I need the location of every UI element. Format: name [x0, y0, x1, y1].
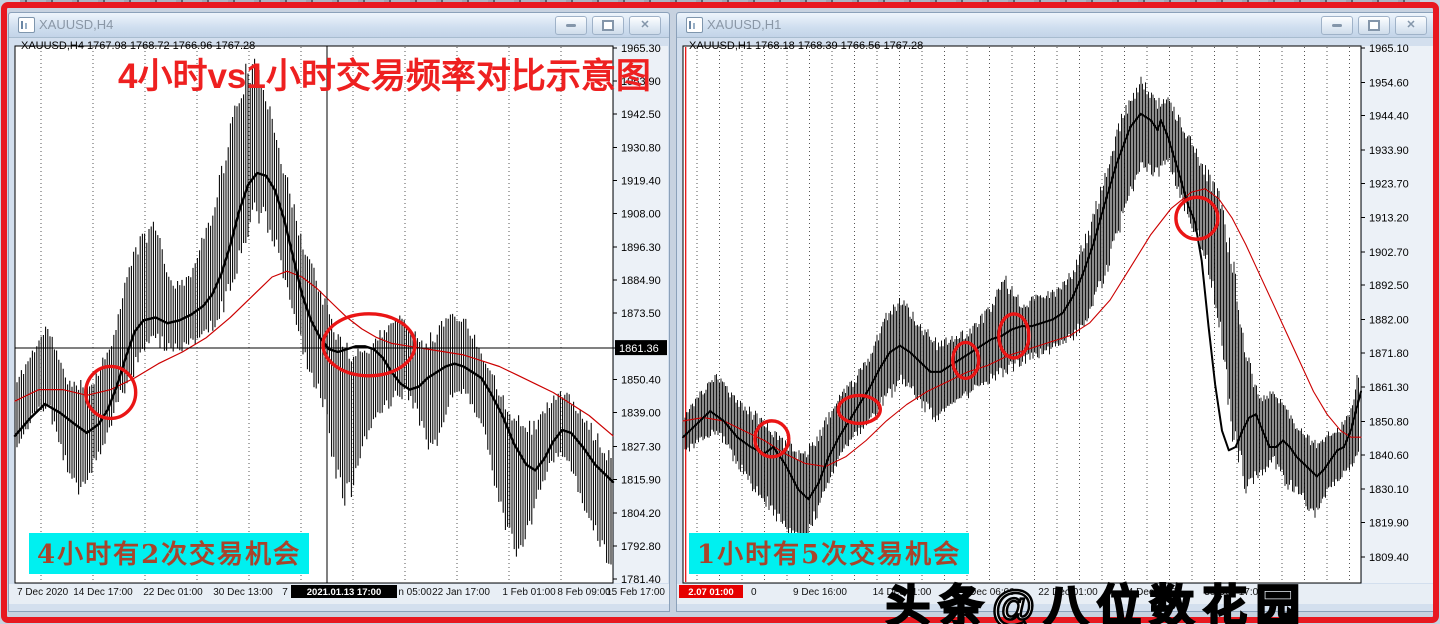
svg-text:1850.40: 1850.40 — [621, 375, 661, 387]
close-button[interactable]: ✕ — [629, 16, 661, 35]
svg-text:1840.60: 1840.60 — [1369, 450, 1409, 462]
chart-window-h4: 1965.30 1953.90 1942.50 1930.80 1919.40 1908.… — [8, 12, 670, 612]
svg-text:1781.40: 1781.40 — [621, 574, 661, 586]
minimize-button[interactable] — [555, 16, 587, 35]
svg-text:7: 7 — [282, 587, 288, 598]
chart-canvas-h4[interactable]: 1965.30 1953.90 1942.50 1930.80 1919.40 1908.… — [9, 13, 669, 611]
svg-text:1827.30: 1827.30 — [621, 441, 661, 453]
svg-text:1923.70: 1923.70 — [1369, 178, 1409, 190]
minimize-icon — [1332, 24, 1342, 27]
svg-text:17 Dec 06:00: 17 Dec 06:00 — [955, 587, 1015, 598]
svg-text:1942.50: 1942.50 — [621, 109, 661, 121]
restore-icon — [1368, 20, 1380, 31]
big-annotation-title: 4小时vs1小时交易频率对比示意图 — [118, 57, 651, 96]
close-icon: ✕ — [640, 19, 650, 31]
svg-text:1792.80: 1792.80 — [621, 541, 661, 553]
svg-text:24 Dec 19:00: 24 Dec 19:00 — [1122, 587, 1182, 598]
svg-text:1913.20: 1913.20 — [1369, 213, 1409, 225]
minimize-button[interactable] — [1321, 16, 1353, 35]
svg-text:1965.10: 1965.10 — [1369, 43, 1409, 55]
ohlc-info-line: XAUUSD,H1 1768.18 1768.39 1766.56 1767.2… — [689, 40, 924, 52]
chart-icon — [18, 17, 35, 33]
minimize-icon — [566, 24, 576, 27]
svg-text:2.07 01:00: 2.07 01:00 — [688, 587, 733, 598]
svg-text:1953.90: 1953.90 — [621, 76, 661, 88]
titlebar-h4[interactable]: XAUUSD,H4 ✕ — [9, 13, 669, 38]
svg-text:1871.80: 1871.80 — [1369, 348, 1409, 360]
ohlc-info-line: XAUUSD,H4 1767.98 1768.72 1766.96 1767.2… — [21, 40, 256, 52]
restore-button[interactable] — [592, 16, 624, 35]
svg-text:1809.40: 1809.40 — [1369, 552, 1409, 564]
restore-icon — [602, 20, 614, 31]
chart-canvas-h1[interactable]: 1965.10 1954.60 1944.40 1933.90 1923.70 1913.… — [677, 13, 1435, 611]
svg-text:1804.20: 1804.20 — [621, 508, 661, 520]
close-icon: ✕ — [1406, 19, 1416, 31]
svg-text:1 Feb 01:00: 1 Feb 01:00 — [502, 587, 556, 598]
svg-text:8 Feb 09:00: 8 Feb 09:00 — [557, 587, 611, 598]
svg-text:1944.40: 1944.40 — [1369, 111, 1409, 123]
svg-text:30 Dec 17:00: 30 Dec 17:00 — [1204, 587, 1264, 598]
trade-count-badge-h4: 4小时有2次交易机会 — [29, 533, 310, 574]
svg-text:1861.36: 1861.36 — [619, 343, 659, 355]
trade-count-badge-h1: 1小时有5次交易机会 — [689, 533, 970, 574]
svg-text:1965.30: 1965.30 — [621, 43, 661, 55]
svg-text:1884.90: 1884.90 — [621, 275, 661, 287]
svg-text:1873.50: 1873.50 — [621, 308, 661, 320]
svg-text:22 Jan 17:00: 22 Jan 17:00 — [432, 587, 490, 598]
svg-text:1930.80: 1930.80 — [621, 143, 661, 155]
titlebar-h1[interactable]: XAUUSD,H1 ✕ — [677, 13, 1435, 38]
svg-text:9 Dec 16:00: 9 Dec 16:00 — [793, 587, 847, 598]
svg-text:1839.00: 1839.00 — [621, 408, 661, 420]
restore-button[interactable] — [1358, 16, 1390, 35]
window-title: XAUUSD,H4 — [39, 17, 114, 32]
svg-text:1933.90: 1933.90 — [1369, 145, 1409, 157]
svg-text:1819.90: 1819.90 — [1369, 518, 1409, 530]
chart-icon — [686, 17, 703, 33]
svg-text:7 Dec 2020: 7 Dec 2020 — [17, 587, 69, 598]
svg-text:0: 0 — [751, 587, 757, 598]
svg-text:1882.00: 1882.00 — [1369, 315, 1409, 327]
svg-text:30 Dec 13:00: 30 Dec 13:00 — [213, 587, 273, 598]
svg-text:22 Dec 01:00: 22 Dec 01:00 — [143, 587, 203, 598]
svg-text:1954.60: 1954.60 — [1369, 77, 1409, 89]
svg-text:14 Dec 11:00: 14 Dec 11:00 — [873, 587, 932, 598]
svg-text:2021.01.13 17:00: 2021.01.13 17:00 — [307, 587, 381, 598]
svg-text:1861.30: 1861.30 — [1369, 382, 1409, 394]
watermark: 头条@八位数花园 — [885, 581, 1309, 624]
chart-window-h1: 1965.10 1954.60 1944.40 1933.90 1923.70 1913.… — [676, 12, 1436, 612]
svg-text:22 Dec 01:00: 22 Dec 01:00 — [1038, 587, 1098, 598]
svg-text:1892.50: 1892.50 — [1369, 280, 1409, 292]
svg-text:1902.70: 1902.70 — [1369, 247, 1409, 259]
svg-text:n 05:00: n 05:00 — [398, 587, 432, 598]
svg-text:15 Feb 17:00: 15 Feb 17:00 — [606, 587, 665, 598]
svg-text:1919.40: 1919.40 — [621, 176, 661, 188]
svg-text:1830.10: 1830.10 — [1369, 484, 1409, 496]
close-button[interactable]: ✕ — [1395, 16, 1427, 35]
toolbar-remnant — [20, 0, 1420, 3]
svg-text:1908.00: 1908.00 — [621, 208, 661, 220]
svg-text:14 Dec 17:00: 14 Dec 17:00 — [73, 587, 133, 598]
svg-text:1850.80: 1850.80 — [1369, 417, 1409, 429]
svg-text:1896.30: 1896.30 — [621, 242, 661, 254]
svg-text:1815.90: 1815.90 — [621, 474, 661, 486]
window-title: XAUUSD,H1 — [707, 17, 782, 32]
